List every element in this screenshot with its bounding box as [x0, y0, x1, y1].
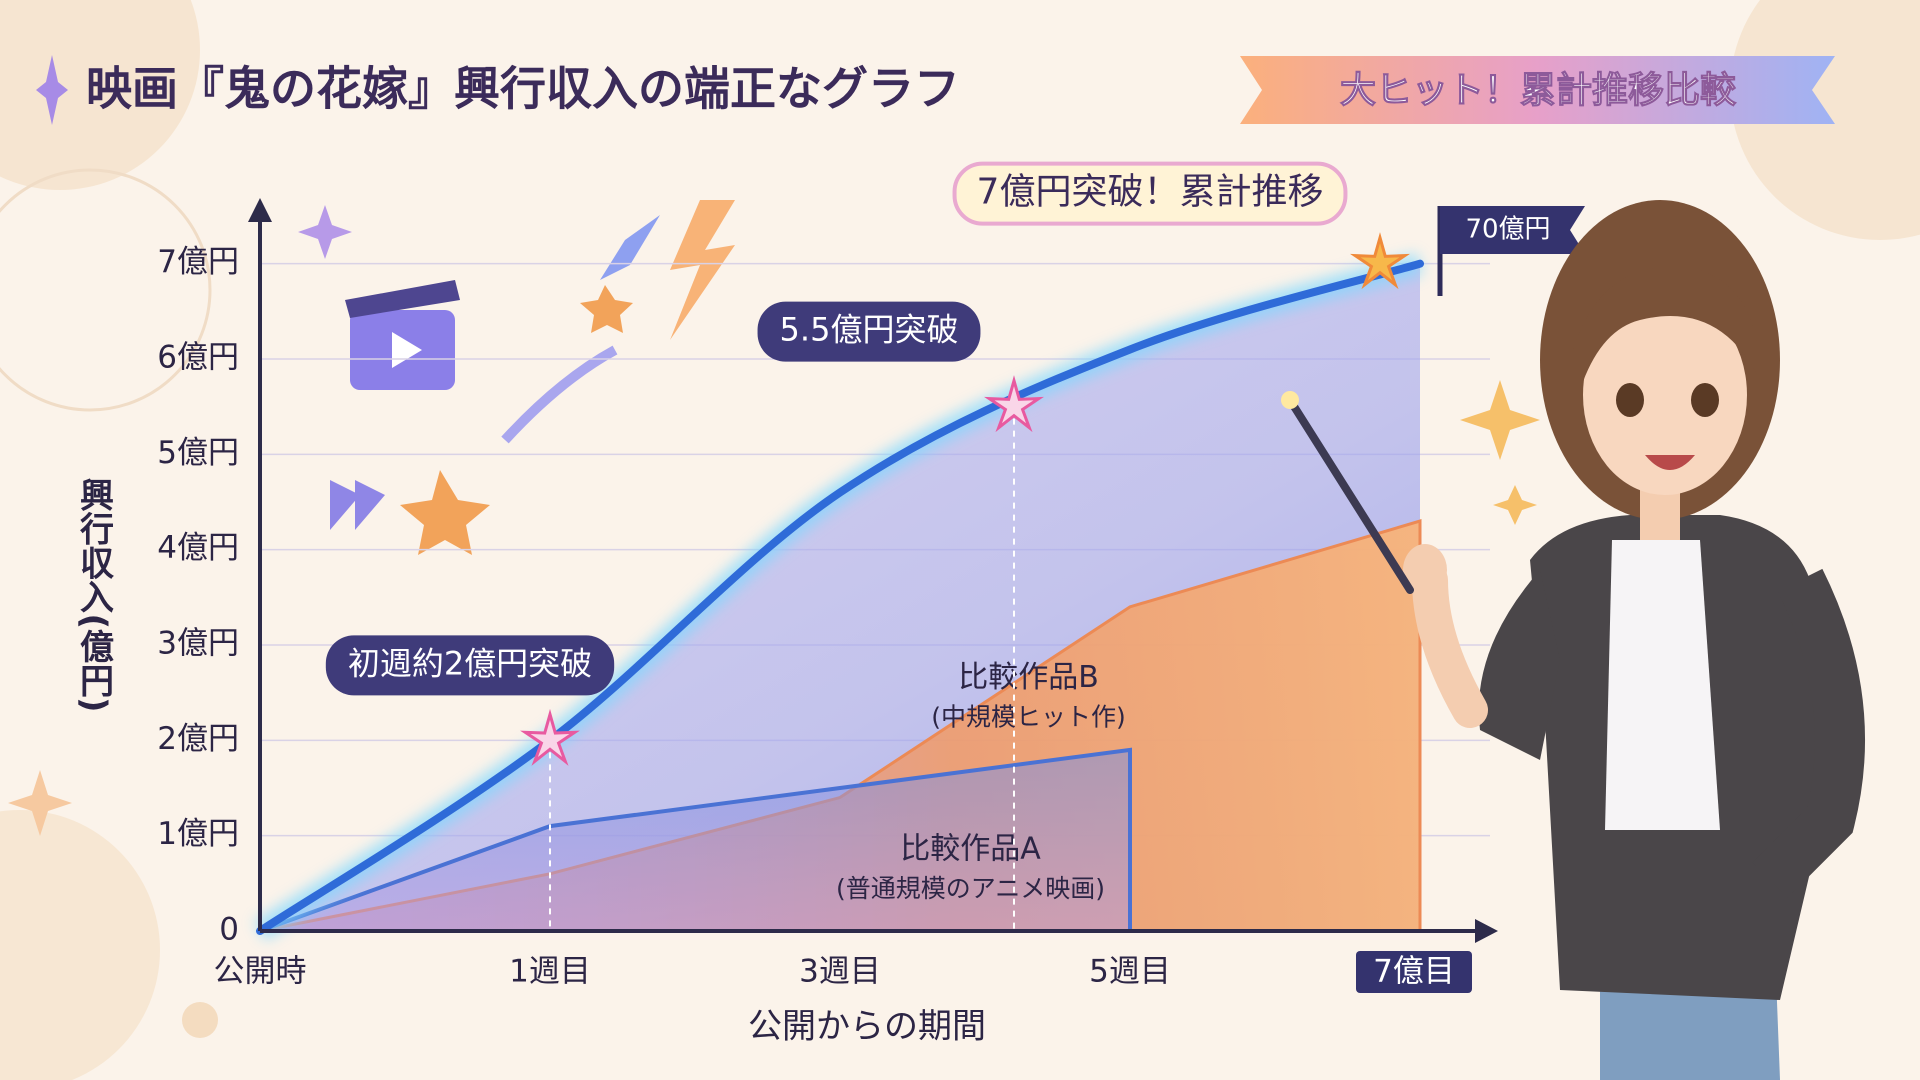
- sparkle-deco: [298, 205, 352, 259]
- flag-label: 70億円: [1465, 215, 1550, 245]
- sparkle-deco: [8, 770, 72, 836]
- star-deco: [580, 285, 633, 333]
- flag: [1440, 206, 1585, 254]
- series-note: (普通規模のアニメ映画): [836, 874, 1105, 903]
- y-tick-label: 4億円: [157, 530, 239, 566]
- presenter-illustration: [1281, 200, 1865, 1080]
- x-tick-label: 1週目: [509, 954, 591, 990]
- annotation-label: 5.5億円突破: [780, 311, 959, 349]
- bolt-deco: [670, 200, 735, 340]
- series-name: 比較作品A: [900, 831, 1041, 866]
- series-note: (中規模ヒット作): [931, 702, 1126, 731]
- star-deco: [400, 470, 490, 555]
- play-deco: [330, 480, 385, 530]
- series-name: 比較作品B: [958, 660, 1099, 695]
- title-sparkle: [36, 55, 68, 125]
- y-tick-label: 0: [219, 912, 239, 948]
- x-axis-arrow: [1475, 919, 1498, 943]
- x-axis-label: 公開からの期間: [748, 1007, 986, 1047]
- deco-circle: [0, 810, 160, 1080]
- y-tick-label: 3億円: [157, 626, 239, 662]
- y-axis-label: 興行収入(億円): [74, 477, 114, 712]
- x-tick-label: 3週目: [799, 954, 881, 990]
- y-tick-label: 1億円: [157, 816, 239, 852]
- annotation-label: 初週約2億円突破: [348, 644, 592, 682]
- y-axis-arrow: [248, 198, 272, 222]
- x-tick-label: 7億目: [1373, 954, 1455, 990]
- subtitle: 大ヒット！累計推移比較: [1340, 70, 1737, 111]
- x-tick-label: 公開時: [214, 954, 307, 990]
- y-tick-label: 7億円: [157, 244, 239, 280]
- main-line: [256, 259, 1424, 935]
- annotation-marker: [520, 708, 580, 766]
- subtitle-badge: [1240, 56, 1835, 124]
- deco-circle: [0, 0, 200, 190]
- annotation-marker: [984, 375, 1044, 433]
- x-tick-box: [1356, 951, 1472, 993]
- arrow-deco: [501, 345, 618, 444]
- deco-ring: [0, 168, 212, 412]
- annotation-bubble: [325, 635, 615, 696]
- annotation-bubble: [952, 161, 1348, 226]
- y-tick-label: 2億円: [157, 721, 239, 757]
- clapper-icon: [345, 280, 460, 390]
- deco-circle: [182, 1002, 218, 1038]
- annotation-label: 7億円突破！累計推移: [977, 172, 1324, 213]
- annotation-bubble: [757, 301, 981, 362]
- chart-title: 映画『鬼の花嫁』興行収入の端正なグラフ: [86, 62, 960, 116]
- annotation-marker: [1350, 232, 1410, 290]
- x-tick-label: 5週目: [1089, 954, 1171, 990]
- y-tick-label: 6億円: [157, 340, 239, 376]
- y-tick-label: 5億円: [157, 435, 239, 471]
- arrow-deco: [600, 215, 660, 280]
